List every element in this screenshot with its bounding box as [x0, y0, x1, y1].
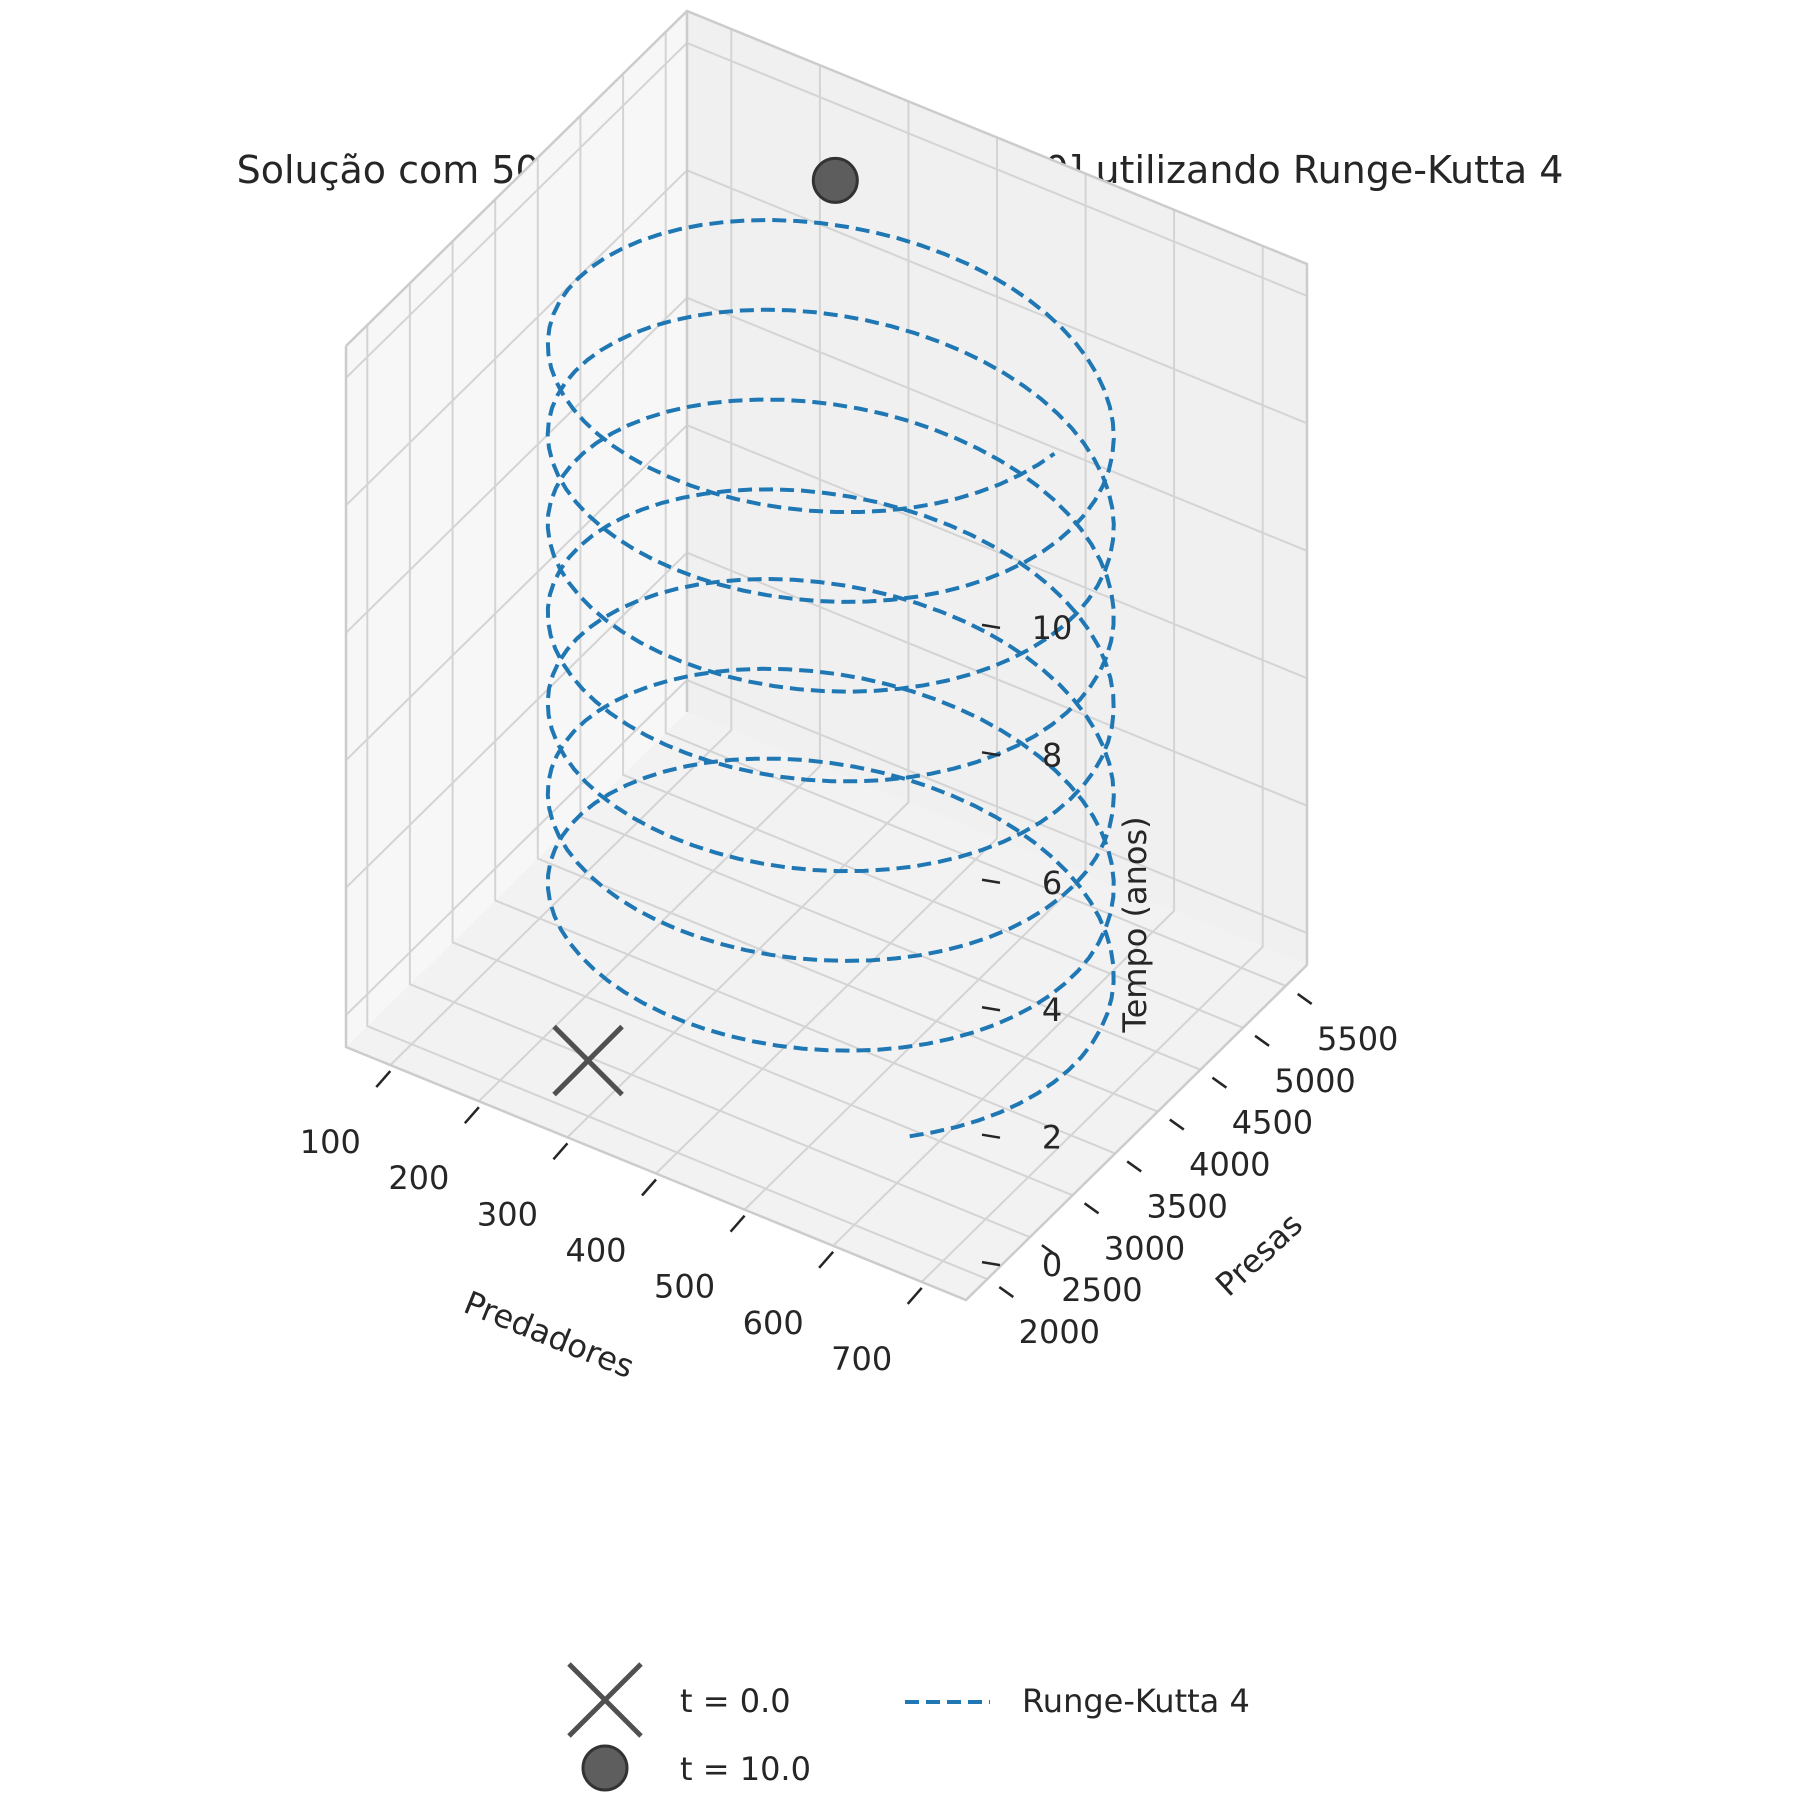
grid-line-y	[494, 199, 1116, 1155]
tick-y	[1211, 1076, 1228, 1089]
tick-y	[1254, 1034, 1270, 1047]
series-line-runge-kutta-4	[545, 218, 1116, 1139]
tick-z	[981, 623, 1001, 630]
tick-label-y: 2500	[1061, 1271, 1142, 1309]
tick-label-x: 100	[300, 1123, 361, 1161]
tick-y	[1169, 1118, 1185, 1131]
tick-z	[981, 1260, 1001, 1267]
left-pane	[346, 11, 687, 1047]
pane-edge-floor	[344, 346, 1308, 1302]
legend-label-start: t = 0.0	[680, 1682, 791, 1720]
tick-label-z: 0	[1042, 1246, 1062, 1284]
axis-ticks: 1002003004005006007002000250030003500400…	[300, 609, 1399, 1378]
axis-label-x: Predadores	[459, 1283, 640, 1385]
tick-x	[906, 1287, 923, 1305]
tick-label-y: 5500	[1317, 1020, 1398, 1058]
legend-label-end: t = 10.0	[680, 1750, 811, 1788]
legend: t = 0.0 t = 10.0 Runge-Kutta 4	[567, 1662, 1250, 1792]
grid-lines	[344, 9, 1309, 1302]
grid-line-y	[451, 241, 1073, 1197]
tick-x	[729, 1214, 746, 1233]
grid-line-x	[920, 245, 1264, 1283]
tick-y	[998, 1286, 1015, 1299]
tick-label-z: 10	[1032, 609, 1073, 647]
grid-line-x	[832, 209, 1176, 1247]
tick-z	[981, 878, 1001, 885]
tick-y	[1126, 1160, 1142, 1173]
axis-label-z: Tempo (anos)	[1116, 816, 1154, 1033]
grid-line-x	[566, 101, 910, 1139]
tick-z	[981, 1133, 1001, 1139]
tick-label-y: 2000	[1019, 1313, 1100, 1351]
tick-label-y: 4000	[1189, 1146, 1270, 1184]
marker-start-x	[552, 1024, 624, 1097]
tick-label-y: 3000	[1104, 1229, 1185, 1267]
tick-label-y: 4500	[1232, 1104, 1313, 1142]
grid-line-x	[389, 29, 733, 1066]
tick-z	[981, 751, 1001, 757]
tick-x	[375, 1070, 392, 1088]
legend-marker-end	[581, 1744, 629, 1792]
pane-edge-top	[345, 9, 1309, 965]
grid-line-y	[536, 157, 1159, 1113]
markers	[552, 156, 859, 1097]
tick-label-z: 8	[1042, 736, 1062, 774]
tick-label-x: 300	[477, 1195, 538, 1233]
grid-line-y	[408, 283, 1031, 1239]
tick-label-y: 5000	[1274, 1062, 1355, 1100]
grid-line-y	[366, 325, 988, 1281]
grid-line-y	[622, 73, 1244, 1029]
grid-line-x	[655, 137, 998, 1175]
tick-label-x: 700	[831, 1340, 892, 1378]
tick-x	[818, 1250, 835, 1269]
tick-x	[552, 1142, 569, 1161]
tick-label-x: 400	[565, 1232, 626, 1270]
tick-y	[1041, 1244, 1057, 1257]
marker-end-circle	[811, 156, 859, 204]
tick-label-z: 2	[1042, 1119, 1062, 1157]
tick-label-x: 200	[388, 1159, 449, 1197]
tick-y	[1083, 1202, 1100, 1215]
series-runge-kutta-4	[545, 218, 1116, 1139]
tick-label-x: 500	[654, 1268, 715, 1306]
legend-marker-start	[567, 1662, 643, 1738]
grid-line-y	[664, 31, 1287, 987]
grid-line-x	[478, 65, 821, 1102]
tick-y	[1296, 992, 1313, 1005]
tick-label-z: 4	[1042, 991, 1062, 1029]
tick-z	[981, 1005, 1001, 1012]
tick-label-z: 6	[1042, 864, 1062, 902]
tick-x	[463, 1106, 480, 1125]
tick-x	[641, 1178, 657, 1197]
tick-label-y: 3500	[1146, 1187, 1227, 1225]
legend-label-series: Runge-Kutta 4	[1022, 1682, 1250, 1720]
tick-label-x: 600	[743, 1304, 804, 1342]
